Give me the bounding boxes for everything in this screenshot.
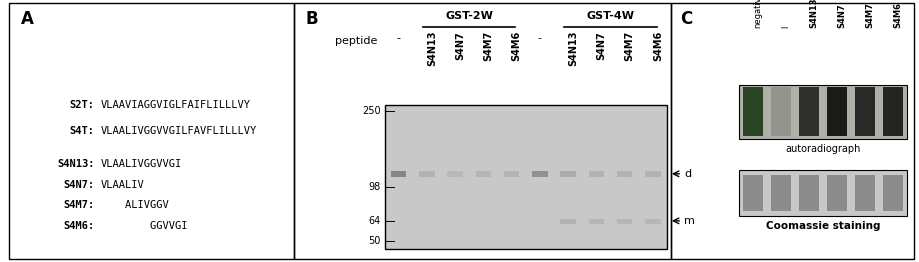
Bar [739,170,907,216]
Text: VLAALIVGGVVGILFAVFLILLLVY: VLAALIVGGVVGILFAVFLILLLVY [100,126,256,136]
Text: S4N7:: S4N7: [63,180,95,190]
Text: -: - [397,34,401,43]
Text: Coomassie staining: Coomassie staining [766,221,880,231]
Text: negative: negative [753,0,762,28]
Bar [739,85,907,139]
Text: A: A [20,10,33,28]
Bar [476,171,491,177]
Text: VLAALIVGGVVGI: VLAALIVGGVVGI [100,159,182,169]
Text: autoradiograph: autoradiograph [786,144,861,154]
Text: 250: 250 [362,106,380,117]
Text: S4M6: S4M6 [512,31,522,61]
Text: S4M7:: S4M7: [63,200,95,210]
Text: S4M7: S4M7 [625,31,635,61]
Text: ALIVGGV: ALIVGGV [100,200,169,210]
Bar [617,219,632,224]
Bar [771,87,791,136]
Text: m: m [684,216,695,226]
Bar [743,175,763,211]
Text: GGVVGI: GGVVGI [100,221,187,231]
Text: S2T:: S2T: [70,100,95,110]
Text: S4N7: S4N7 [455,31,465,60]
Text: GST-4W: GST-4W [586,10,635,21]
Text: GST-2W: GST-2W [446,10,494,21]
Bar [771,175,791,211]
Text: S4N13:: S4N13: [57,159,95,169]
Bar [856,87,875,136]
Bar [384,105,667,249]
Text: S4N7: S4N7 [837,4,846,28]
Text: S4N7: S4N7 [596,31,607,60]
Text: S4N13: S4N13 [568,31,578,66]
Text: 50: 50 [369,236,380,246]
Bar [827,87,847,136]
Bar [800,175,819,211]
Bar [561,219,576,224]
Text: -: - [538,34,542,43]
Text: S4M7: S4M7 [865,2,874,28]
Text: S4M6: S4M6 [893,2,902,28]
Text: VLAAVIAGGVIGLFAIFLILLLVY: VLAAVIAGGVIGLFAIFLILLLVY [100,100,250,110]
Text: S4M6:: S4M6: [63,221,95,231]
Bar [561,171,576,177]
Text: l: l [781,26,790,28]
Bar [617,171,632,177]
Bar [589,171,604,177]
Bar [391,171,406,177]
Text: peptide: peptide [335,36,377,46]
Bar [504,171,519,177]
Text: S4M6: S4M6 [653,31,663,61]
Bar [883,175,902,211]
Text: VLAALIV: VLAALIV [100,180,144,190]
Text: 64: 64 [369,216,380,226]
Text: S4M7: S4M7 [483,31,494,61]
Text: S4N13: S4N13 [427,31,437,66]
Text: S4N13: S4N13 [809,0,818,28]
Bar [827,175,847,211]
Bar [743,87,763,136]
Bar [589,219,604,224]
Bar [532,171,548,177]
Bar [800,87,819,136]
Bar [448,171,463,177]
Bar [645,219,661,224]
Bar [856,175,875,211]
Text: C: C [681,10,693,28]
Bar [883,87,902,136]
Text: 98: 98 [369,182,380,192]
Bar [645,171,661,177]
Text: d: d [684,169,691,179]
Text: S4T:: S4T: [70,126,95,136]
Bar [419,171,435,177]
Text: B: B [305,10,318,28]
